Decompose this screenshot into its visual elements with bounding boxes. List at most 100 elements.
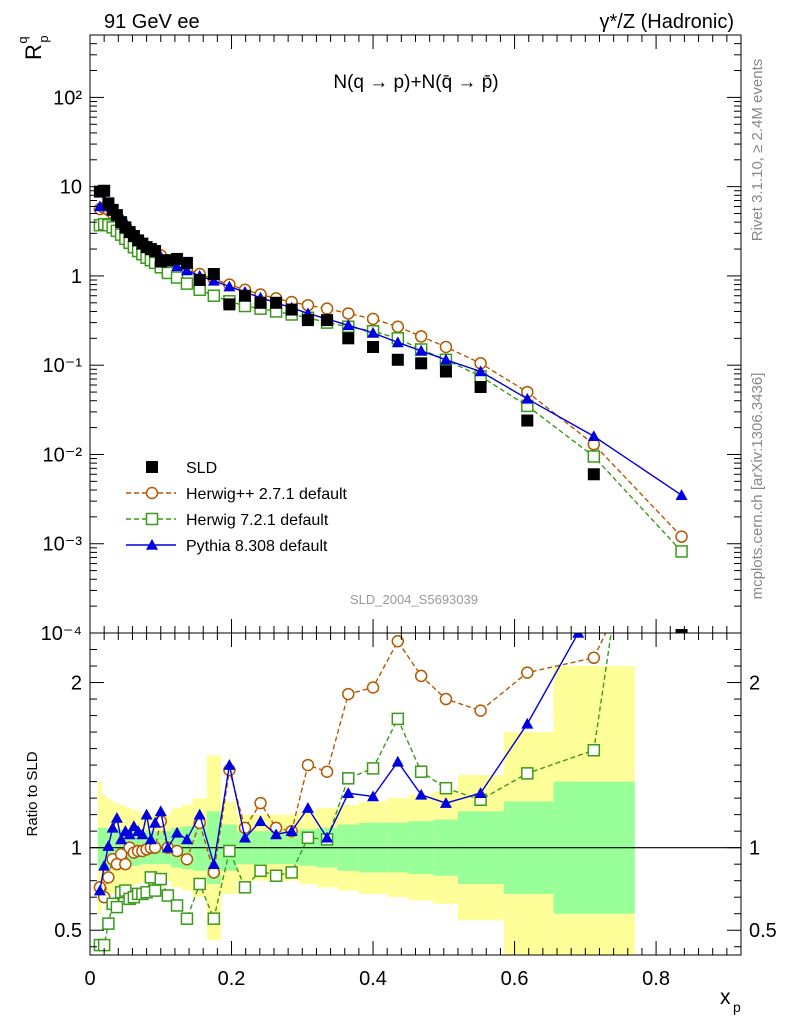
ratio-point-pythia-8-308-default [149,816,162,828]
ratio-point-pythia-8-308-default [171,826,184,838]
main-point-sld [675,628,688,633]
ratio-point-herwig-2-7-1-default [391,635,405,648]
ratio-ytick-label: 1 [71,838,82,860]
ratio-point-pythia-8-308-default [391,755,404,767]
xlabel-base: x [720,986,731,1009]
main-ylabel-base: R [21,44,46,60]
main-point-herwig-7-2-1-default [180,277,194,290]
xtick-label: 0 [84,968,95,990]
ratio-axis: 0.5 0.5 1 1 2 2 0 0.2 0.4 0.6 0.8 [54,633,777,990]
ratio-point-herwig-7-2-1-default [193,877,206,891]
header-right: γ*/Z (Hadronic) [600,11,734,33]
ratio-point-pythia-8-308-default [223,759,236,770]
main-point-pythia-8-308-default [207,274,220,286]
legend-marker-sld [146,461,158,473]
main-point-sld [149,245,162,258]
ratio-point-pythia-8-308-default [140,808,153,820]
main-point-pythia-8-308-default [180,264,193,276]
main-ylabel: R q p [15,35,51,60]
main-point-sld [474,380,487,393]
ratio-point-herwig-2-7-1-default [439,692,453,706]
ratio-point-pythia-8-308-default [136,828,149,840]
ratio-point-pythia-8-308-default [93,884,106,896]
ratio-point-pythia-8-308-default [115,833,128,845]
ratio-point-herwig-7-2-1-default [154,872,168,886]
ratio-point-herwig-7-2-1-default [170,899,184,912]
main-point-herwig-2-7-1-default [366,312,380,326]
main-point-pythia-8-308-default [675,489,688,500]
ratio-line-herwig-7-2-1-default [99,633,612,946]
main-ytick-label: 10⁻² [43,444,83,466]
main-point-pythia-8-308-default [521,392,534,404]
ratio-ytick-label: 0.5 [54,920,82,942]
main-point-sld [98,184,111,197]
main-point-herwig-2-7-1-default [414,330,428,343]
main-point-pythia-8-308-default [367,326,380,338]
watermark: SLD_2004_S5693039 [350,592,478,607]
ratio-series-group [93,611,619,952]
ratio-point-pythia-8-308-default [180,833,193,845]
ratio-point-herwig-2-7-1-default [587,651,601,665]
main-ytick-label: 10⁻¹ [43,355,83,377]
ratio-point-pythia-8-308-default [193,808,206,820]
legend-label-herwig-7-2-1-default: Herwig 7.2.1 default [186,512,329,529]
main-point-herwig-2-7-1-default [391,320,405,333]
main-point-pythia-8-308-default [587,430,600,442]
main-point-herwig-2-7-1-default [320,302,334,315]
main-ytick-label: 10 [60,177,82,199]
xlabel-sub: p [733,999,741,1015]
ratio-point-herwig-7-2-1-default [238,881,252,894]
main-point-sld [238,289,251,302]
ratio-point-pythia-8-308-default [572,633,585,638]
main-point-herwig-7-2-1-default [238,299,252,313]
xtick-label: 0.2 [218,968,246,990]
ratio-point-herwig-7-2-1-default [161,889,175,902]
ratio-point-herwig-2-7-1-default [238,821,252,835]
ratio-frame [89,632,742,956]
ratio-point-herwig-7-2-1-default [366,762,380,775]
ratio-point-pythia-8-308-default [321,831,334,843]
ratio-point-herwig-7-2-1-default [439,781,453,795]
main-point-sld [391,353,404,366]
main-point-pythia-8-308-default [415,344,428,356]
ratio-point-herwig-7-2-1-default [269,869,283,882]
main-point-sld [415,357,428,370]
main-point-herwig-7-2-1-default [207,289,221,302]
main-ytick-label: 10² [53,87,82,109]
ratio-point-pythia-8-308-default [342,787,355,798]
main-point-sld [270,296,283,309]
main-axis: 10⁻⁴ 10⁻³ 10⁻² 10⁻¹ 1 10 10² [41,34,741,645]
legend-label-herwig-2-7-1-default: Herwig++ 2.7.1 default [186,486,348,503]
ratio-point-herwig-2-7-1-default [474,704,487,717]
ratio-point-herwig-7-2-1-default [521,767,534,780]
ratio-ytick-label: 2 [71,673,82,695]
ratio-ylabel: Ratio to SLD [24,751,41,836]
ratio-point-herwig-2-7-1-default [608,611,619,622]
ratio-point-pythia-8-308-default [106,821,119,833]
ratio-point-herwig-7-2-1-default [180,912,194,925]
ratio-point-pythia-8-308-default [161,841,174,853]
main-point-pythia-8-308-default [171,260,184,272]
ratio-point-herwig-7-2-1-default [285,866,298,879]
xtick-label: 0.8 [642,968,670,990]
ratio-point-herwig-7-2-1-default [301,831,315,845]
main-point-pythia-8-308-default [223,280,236,292]
ratio-point-herwig-7-2-1-default [223,844,236,858]
main-ytick-label: 10⁻³ [43,534,83,556]
ratio-point-pythia-8-308-default [474,787,487,798]
ratio-point-pythia-8-308-default [367,790,380,802]
main-series-group [93,184,688,633]
ratio-point-herwig-7-2-1-default [110,900,124,914]
ratio-point-herwig-2-7-1-default [170,844,184,858]
main-point-herwig-2-7-1-default [675,530,688,543]
main-point-sld [223,298,236,311]
ratio-point-herwig-2-7-1-default [301,758,315,772]
main-point-sld [367,340,380,353]
ratio-point-pythia-8-308-default [285,825,298,836]
legend-marker-pythia-8-308-default [146,539,158,550]
ratio-point-pythia-8-308-default [238,831,251,843]
ratio-point-herwig-7-2-1-default [587,743,601,757]
ratio-bands [90,666,741,955]
ratio-point-herwig-7-2-1-default [254,864,267,878]
ratio-point-herwig-7-2-1-default [414,765,428,778]
